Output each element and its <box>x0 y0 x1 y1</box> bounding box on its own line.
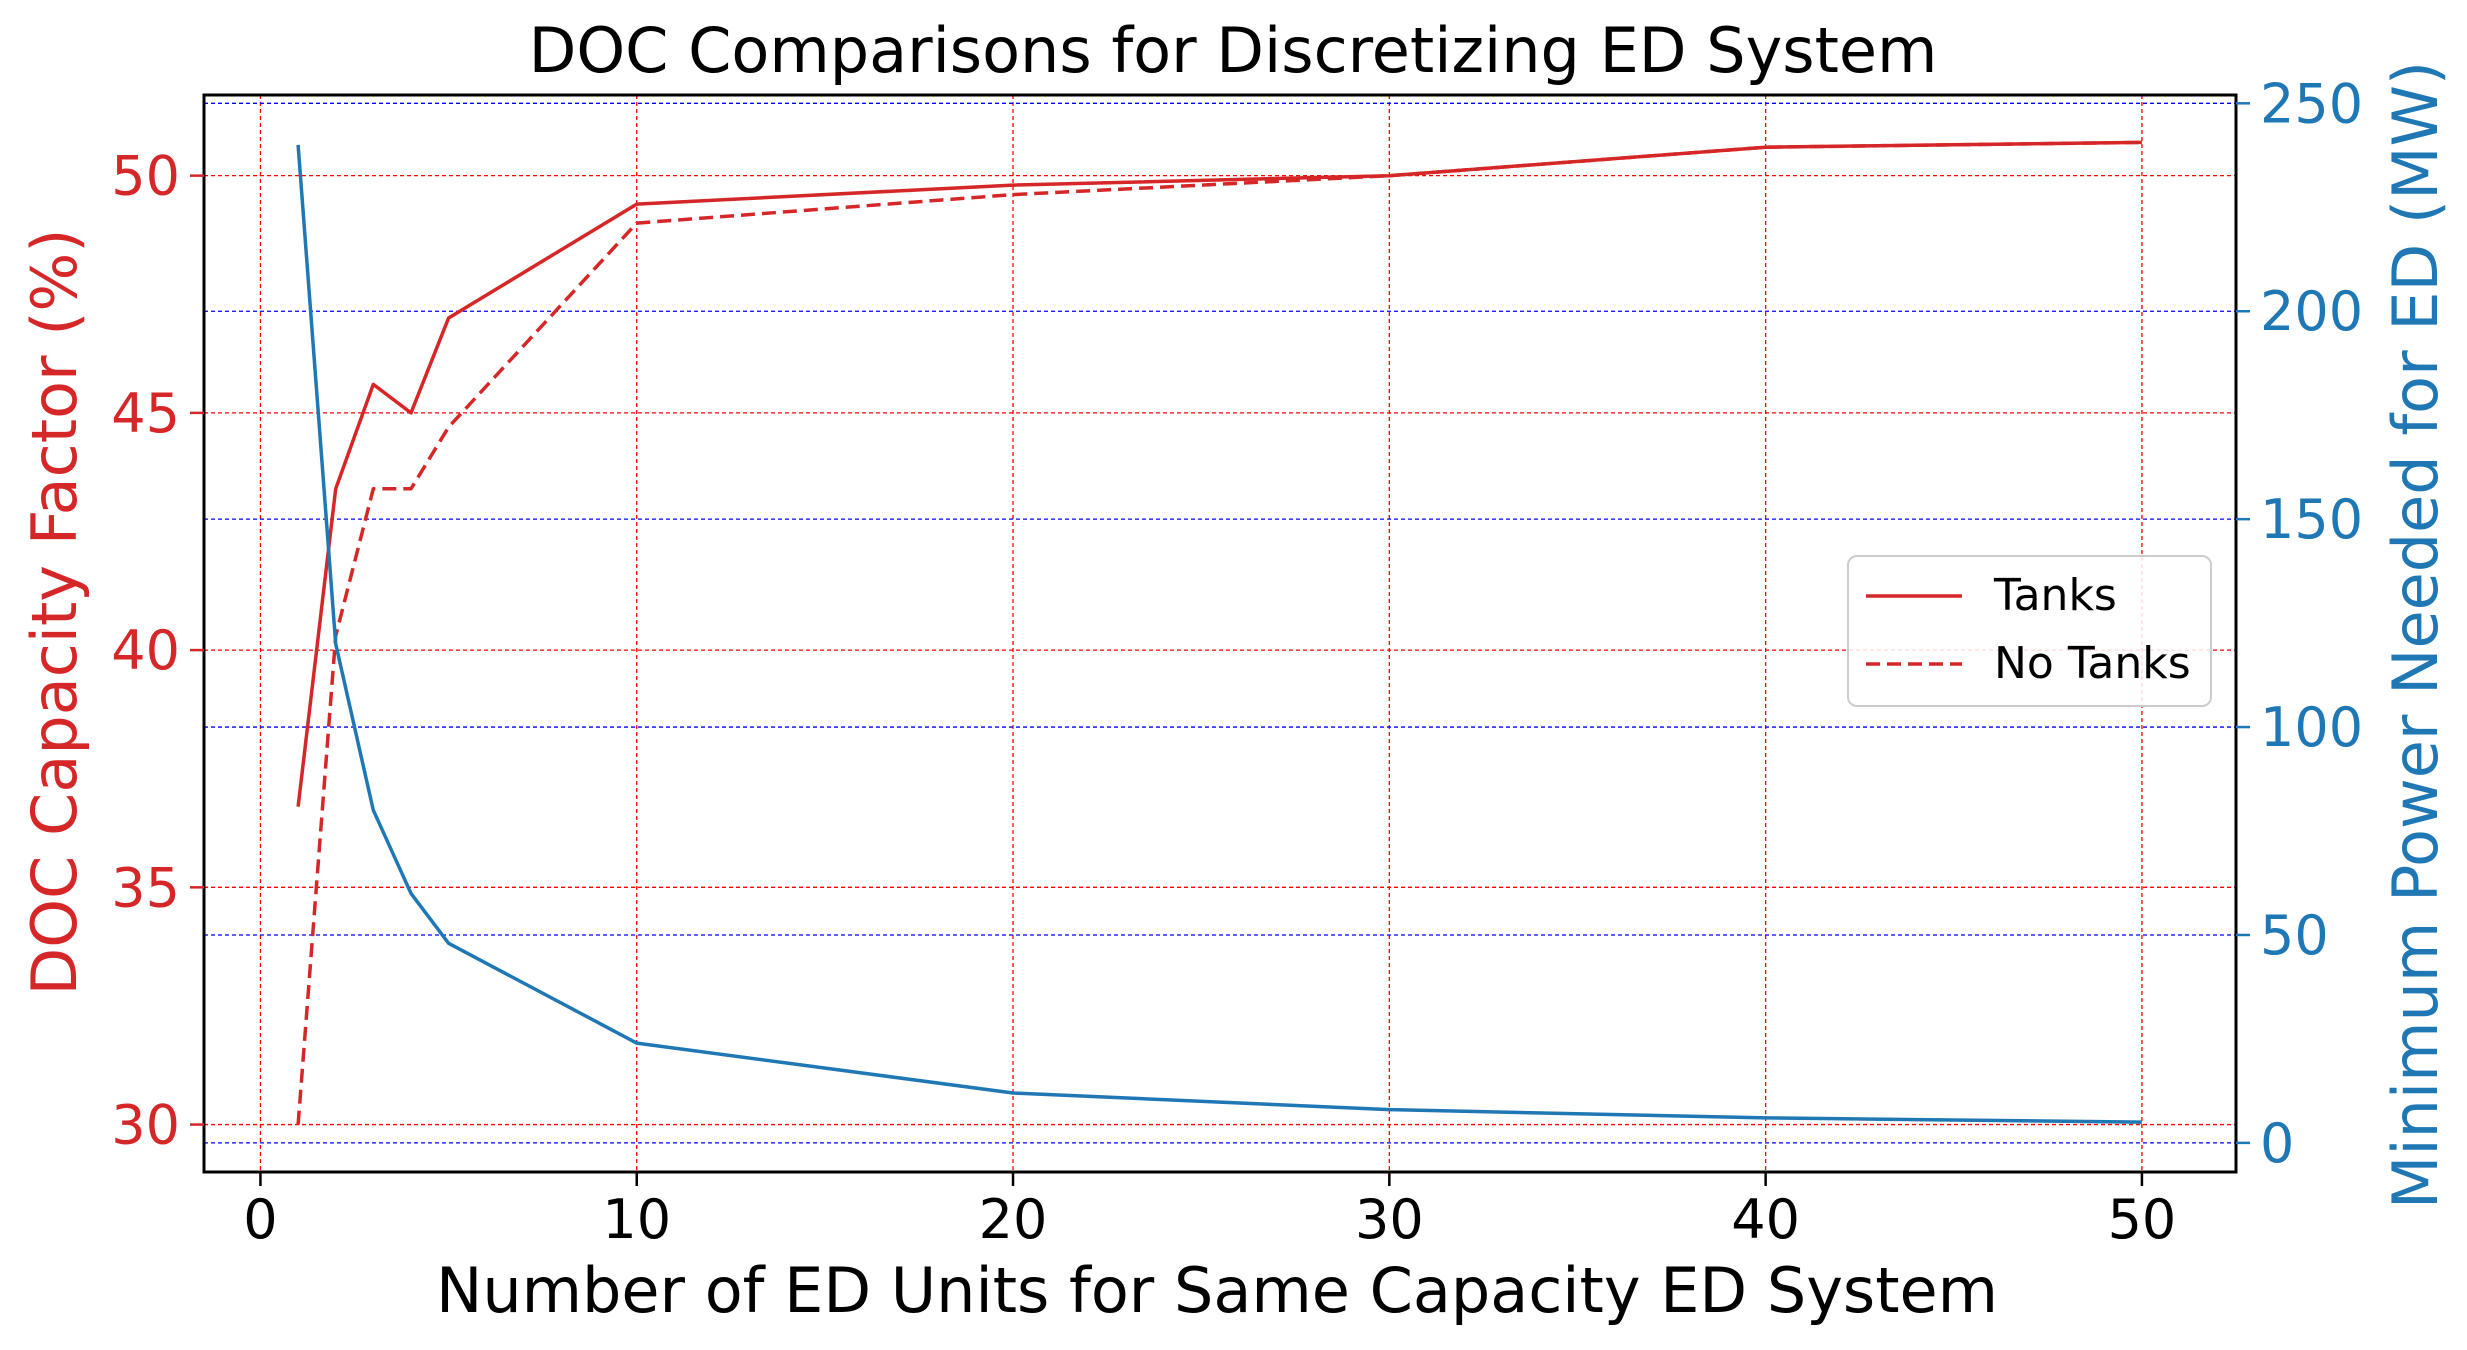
x-tick-label: 20 <box>979 1188 1048 1251</box>
left-y-tick-label: 45 <box>111 382 180 445</box>
right-y-tick-label: 150 <box>2260 488 2363 551</box>
left-y-tick-label: 50 <box>111 145 180 208</box>
x-tick-label: 40 <box>1731 1188 1800 1251</box>
series-line-tanks <box>298 142 2142 806</box>
x-axis-ticks: 0 10 20 30 40 50 <box>243 1172 2176 1251</box>
left-y-tick-label: 35 <box>111 856 180 919</box>
x-tick-label: 0 <box>243 1188 277 1251</box>
right-y-tick-label: 100 <box>2260 696 2363 759</box>
right-axis-label: Minimum Power Needed for ED (MW) <box>2379 61 2452 1209</box>
x-axis-label: Number of ED Units for Same Capacity ED … <box>436 1254 1998 1327</box>
right-y-tick-label: 0 <box>2260 1112 2294 1175</box>
right-y-tick-label: 50 <box>2260 904 2329 967</box>
right-y-tick-label: 200 <box>2260 280 2363 343</box>
x-tick-label: 50 <box>2108 1188 2177 1251</box>
chart: DOC Comparisons for Discretizing ED Syst… <box>0 0 2467 1350</box>
legend: Tanks No Tanks <box>1848 556 2211 706</box>
legend-no-tanks-label: No Tanks <box>1994 638 2191 689</box>
chart-title: DOC Comparisons for Discretizing ED Syst… <box>529 14 1938 87</box>
right-axis-ticks: 0 50 100 150 200 250 <box>2236 72 2363 1175</box>
left-axis-ticks: 30 35 40 45 50 <box>111 145 204 1157</box>
legend-tanks-label: Tanks <box>1993 570 2117 621</box>
left-y-tick-label: 30 <box>111 1094 180 1157</box>
left-y-tick-label: 40 <box>111 619 180 682</box>
x-tick-label: 10 <box>602 1188 671 1251</box>
left-axis-label: DOC Capacity Factor (%) <box>18 229 91 996</box>
x-tick-label: 30 <box>1355 1188 1424 1251</box>
right-y-tick-label: 250 <box>2260 72 2363 135</box>
